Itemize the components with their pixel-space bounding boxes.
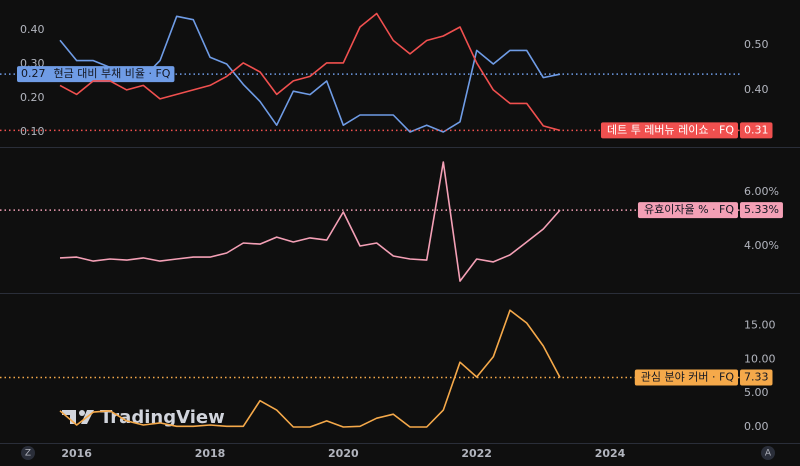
x-tick-label: 2024 <box>595 447 626 460</box>
series-label: 0.27 현금 대비 부채 비율 · FQ <box>17 66 175 83</box>
x-tick-label: 2022 <box>461 447 492 460</box>
series-label: 관심 분야 커버 · FQ 7.33 <box>634 369 773 386</box>
y2-tick-label: 5.00 <box>744 386 769 399</box>
value-box <box>740 122 773 139</box>
y2-tick-label: 0.00 <box>744 420 769 433</box>
series-label: 유효이자율 % · FQ 5.33% <box>637 202 783 219</box>
y2-tick-label: 0.50 <box>744 38 769 51</box>
value-label: 0.27 <box>21 67 46 80</box>
value-box <box>740 202 783 219</box>
x-tick-label: 2020 <box>328 447 359 460</box>
button[interactable] <box>761 446 775 460</box>
x-tick-label: 2018 <box>195 447 226 460</box>
button[interactable] <box>21 446 35 460</box>
y2-tick-label: 0.40 <box>744 83 769 96</box>
value-box <box>740 369 773 386</box>
y-tick-label: 0.10 <box>20 125 45 138</box>
label-box <box>637 202 738 219</box>
value-label: 7.33 <box>744 371 769 384</box>
label-box <box>17 66 175 83</box>
value-label: 5.33% <box>744 203 779 216</box>
x-tick-label: 2016 <box>61 447 92 460</box>
label-box <box>634 369 738 386</box>
label-box <box>600 122 738 139</box>
y-tick-label: 0.20 <box>20 91 45 104</box>
y2-tick-label: 6.00% <box>744 185 779 198</box>
legend-label: 데트 투 레버뉴 레이쇼 · FQ <box>607 123 734 136</box>
series-line <box>59 12 561 132</box>
y-tick-label: 0.40 <box>20 23 45 36</box>
logo-mark <box>79 410 85 416</box>
series-line <box>59 161 561 282</box>
legend-label: 현금 대비 부채 비율 · FQ <box>54 67 171 80</box>
series-line <box>59 309 561 428</box>
y2-tick-label: 4.00% <box>744 239 779 252</box>
legend-label: 관심 분야 커버 · FQ <box>641 371 735 384</box>
legend-label: 유효이자율 % · FQ <box>644 203 734 216</box>
y2-tick-label: 15.00 <box>744 319 776 332</box>
y2-tick-label: 10.00 <box>744 352 776 365</box>
series-label: 데트 투 레버뉴 레이쇼 · FQ 0.31 <box>600 122 773 139</box>
value-label: 0.31 <box>744 123 769 136</box>
button-label[interactable]: A <box>765 449 772 459</box>
button-label[interactable]: Z <box>25 449 31 459</box>
